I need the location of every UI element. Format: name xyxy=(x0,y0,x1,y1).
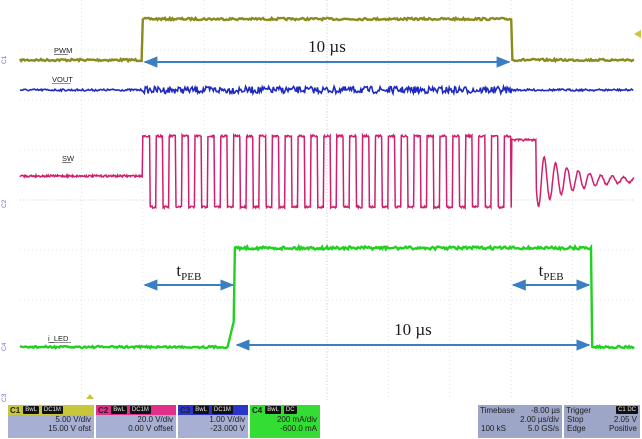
timebase-rate: 5.0 GS/s xyxy=(527,424,559,433)
annotation-label: 10 µs xyxy=(394,320,432,339)
trace-label: PWM xyxy=(54,46,72,55)
ground-marker: C1 xyxy=(1,55,8,64)
trigger-time-marker xyxy=(86,394,94,399)
bandwidth-tag: BwL xyxy=(23,406,39,414)
channel-scale: 200 mA/div xyxy=(276,415,317,424)
timebase-per-div: 2.00 µs/div xyxy=(520,415,559,424)
trigger-panel[interactable]: Trigger C1 DC Stop 2.05 V Edge Positive xyxy=(564,405,640,438)
panel-header: Timebase -8.00 µs xyxy=(478,405,562,415)
timebase-panel[interactable]: Timebase -8.00 µs 2.00 µs/div 100 kS 5.0… xyxy=(478,405,562,438)
coupling-tag: DC xyxy=(283,406,297,414)
trace-vout xyxy=(19,83,634,97)
annotation-label: 10 µs xyxy=(308,37,346,56)
timebase-samples: 100 kS xyxy=(481,424,506,433)
trace-label: i_LED xyxy=(48,334,69,343)
channel-panel-c2[interactable]: C2 BwL DC1M 20.0 V/div 0.00 V offset xyxy=(96,405,176,438)
channel-id: C4 xyxy=(252,405,263,415)
trigger-type: Edge xyxy=(567,424,586,433)
channel-offset: 15.00 V ofst xyxy=(48,424,91,433)
channel-panel-c4[interactable]: C4 BwL DC 200 mA/div -600.0 mA xyxy=(250,405,320,438)
ground-marker: C3 xyxy=(1,393,8,402)
panel-header: C2 BwL DC1M xyxy=(96,405,176,415)
timebase-delay: -8.00 µs xyxy=(530,405,560,415)
traces xyxy=(18,15,635,350)
channel-offset: -23.000 V xyxy=(210,424,245,433)
channel-labels: PWM VOUT SW i_LED C1 C2 C3 C4 xyxy=(1,46,75,402)
panel-header: C1 BwL DC1M xyxy=(8,405,94,415)
trace-label: SW xyxy=(62,154,75,163)
panel-header: C4 BwL DC xyxy=(250,405,320,415)
channel-scale: 1.00 V/div xyxy=(209,415,245,424)
trigger-label: Trigger xyxy=(566,405,592,415)
trigger-level: 2.05 V xyxy=(613,415,637,424)
bandwidth-tag: BwL xyxy=(111,406,127,414)
channel-scale: 5.00 V/div xyxy=(55,415,91,424)
trigger-slope: Positive xyxy=(608,424,637,433)
coupling-tag: DC1M xyxy=(129,406,151,414)
trace-i-led xyxy=(19,243,635,350)
coupling-tag: DC1M xyxy=(41,406,63,414)
channel-panel-c1[interactable]: C1 BwL DC1M 5.00 V/div 15.00 V ofst xyxy=(8,405,94,438)
bandwidth-tag: BwL xyxy=(193,406,209,414)
panel-header: C3 BwL DC1M xyxy=(178,405,248,415)
panel-header: Trigger C1 DC xyxy=(564,405,640,415)
channel-panel-c3[interactable]: C3 BwL DC1M 1.00 V/div -23.000 V xyxy=(178,405,248,438)
trigger-level-marker xyxy=(634,30,641,38)
channel-id: C3 xyxy=(180,405,191,415)
coupling-tag: DC1M xyxy=(211,406,233,414)
timebase-label: Timebase xyxy=(480,405,515,415)
annotation-subscript: PEB xyxy=(543,271,563,283)
trigger-source-tag: C1 DC xyxy=(615,406,638,414)
ground-marker: C4 xyxy=(1,342,8,351)
trigger-mode: Stop xyxy=(567,415,584,424)
channel-offset: 0.00 V offset xyxy=(128,424,173,433)
annotation-subscript: PEB xyxy=(181,271,201,283)
channel-id: C2 xyxy=(98,405,109,415)
ground-marker: C2 xyxy=(1,199,8,208)
channel-offset: -600.0 mA xyxy=(280,424,317,433)
trace-pwm xyxy=(18,15,635,64)
channel-id: C1 xyxy=(10,405,21,415)
trace-sw xyxy=(19,132,635,211)
trace-label: VOUT xyxy=(52,75,73,84)
bandwidth-tag: BwL xyxy=(265,406,281,414)
channel-scale: 20.0 V/div xyxy=(137,415,173,424)
